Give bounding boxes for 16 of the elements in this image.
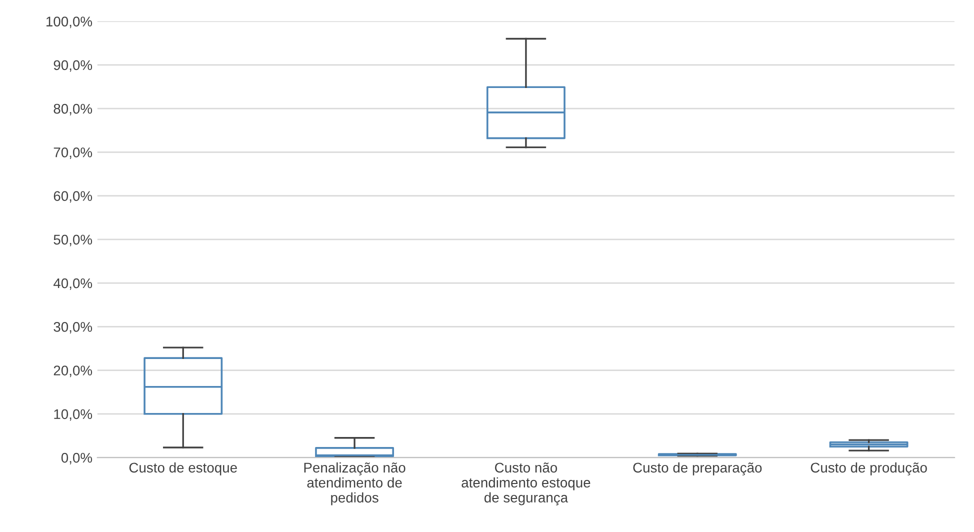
x-tick-label: Custo de preparação [633,462,762,476]
y-tick-label: 20,0% [54,366,92,378]
y-tick-label: 80,0% [54,104,92,116]
x-tick-label: Custo de estoque [129,462,237,476]
y-tick-label: 100,0% [46,16,92,28]
x-tick-label: Custo não atendimento estoque de segurança [462,462,590,506]
x-tick-label: Custo de produção [810,462,927,476]
y-tick-label: 50,0% [54,234,92,246]
y-tick-label: 30,0% [54,322,92,334]
y-tick-label: 60,0% [54,191,92,203]
y-tick-label: 70,0% [54,147,92,159]
y-tick-label: 90,0% [54,60,92,72]
x-tick-label: Penalização não atendimento de pedidos [304,462,406,506]
y-tick-label: 40,0% [53,278,92,290]
y-tick-label: 10,0% [54,409,92,421]
y-tick-label: 0,0% [61,452,92,464]
